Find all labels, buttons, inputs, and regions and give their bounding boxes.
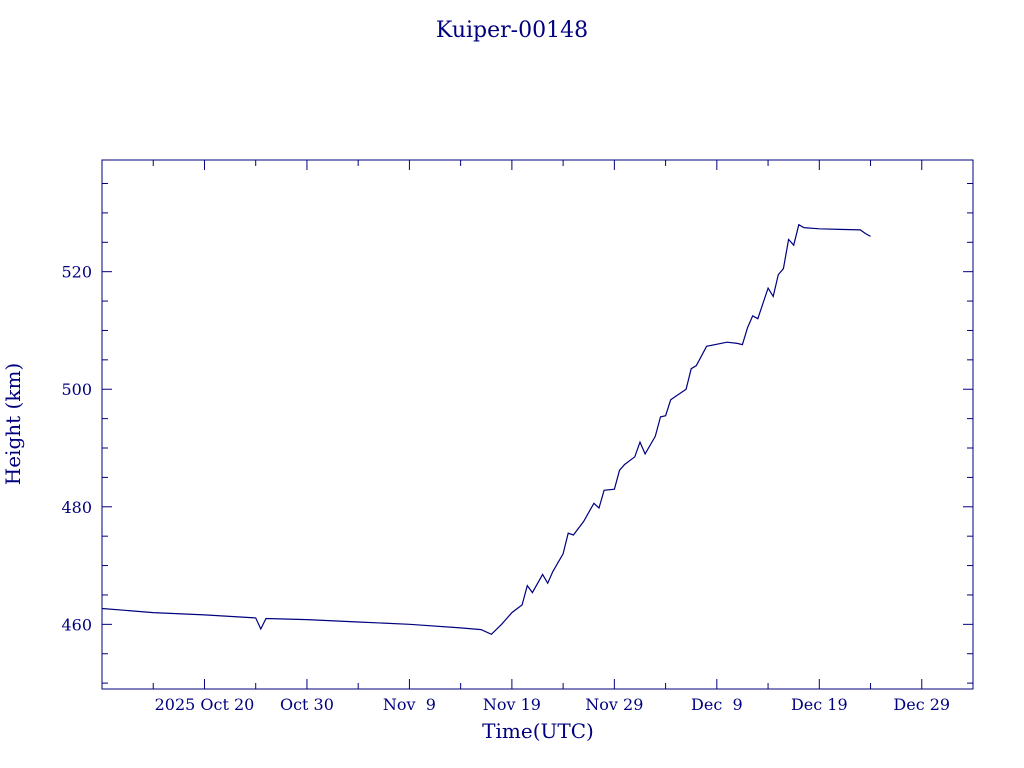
y-tick-label: 480 [61, 498, 92, 517]
chart-title: Kuiper-00148 [436, 18, 588, 43]
x-tick-label: Oct 30 [280, 695, 334, 714]
x-tick-label: Nov 19 [483, 695, 541, 714]
x-axis-label: Time(UTC) [482, 719, 594, 743]
y-tick-label: 520 [61, 263, 92, 282]
x-axis-ticks: 2025 Oct 20 Oct 30 Nov 9 Nov 19 Nov 29 Dec 9 D… [101, 160, 974, 714]
height-series-line [101, 223, 871, 636]
x-tick-label: Dec 29 [893, 695, 950, 714]
x-tick-label: Nov 29 [585, 695, 643, 714]
y-tick-label: 460 [61, 615, 92, 634]
x-tick-label: Dec 9 [691, 695, 743, 714]
x-tick-label: Dec 19 [791, 695, 848, 714]
plot-frame [101, 159, 974, 690]
y-tick-label: 500 [61, 380, 92, 399]
x-tick-label: 2025 Oct 20 [155, 695, 255, 714]
y-axis-ticks: 460 480 500 520 [61, 183, 973, 684]
x-tick-label: Nov 9 [383, 695, 436, 714]
y-axis-label: Height (km) [1, 363, 25, 485]
